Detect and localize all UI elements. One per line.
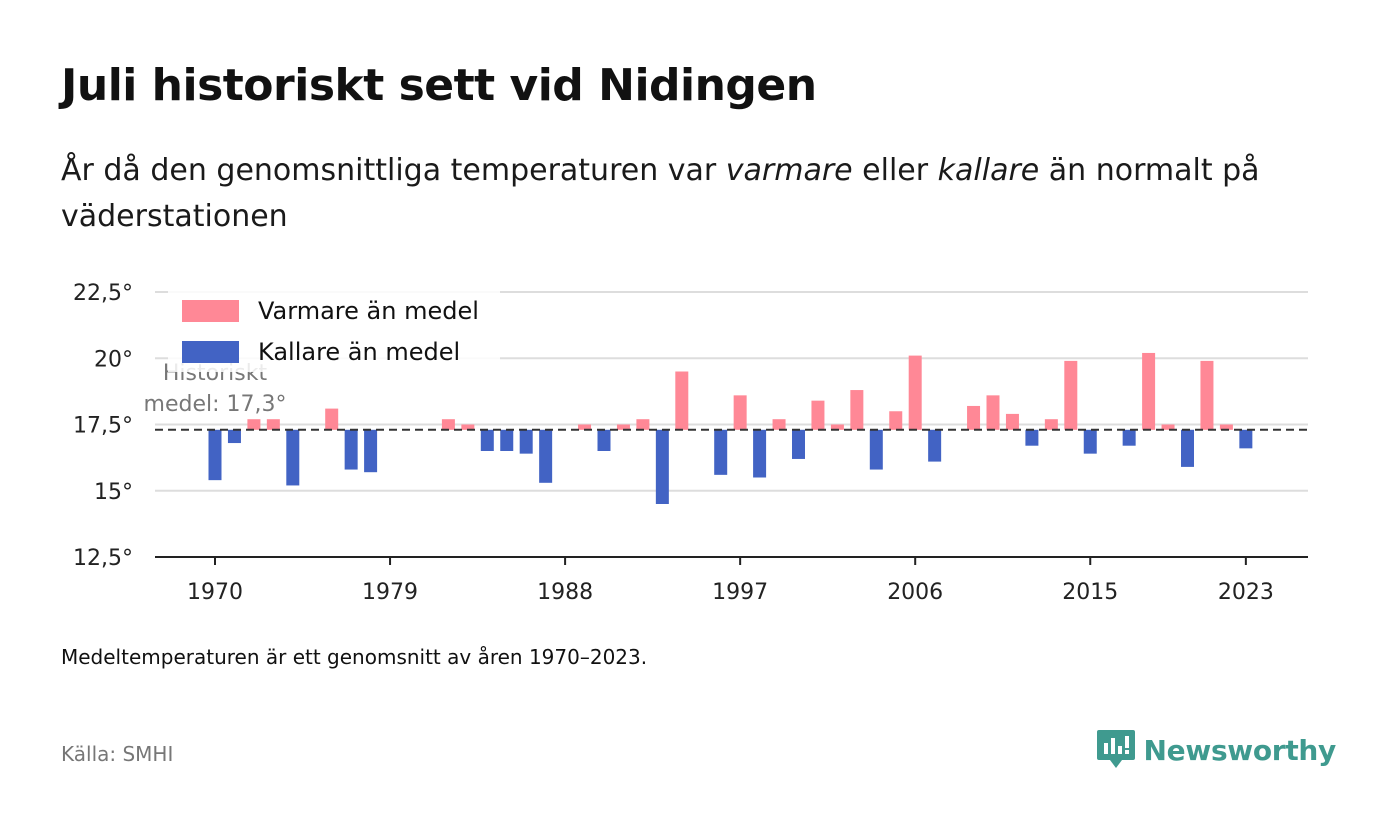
bar-warm-1997 xyxy=(733,395,747,430)
bar-warm-2022 xyxy=(1219,424,1233,430)
bar-warm-1989 xyxy=(578,424,592,430)
bar-warm-2006 xyxy=(908,355,922,430)
bar-warm-2018 xyxy=(1142,352,1156,430)
bar-cold-1998 xyxy=(753,429,767,478)
axes: 12,5° 15° 17,5° 20° 22,5° 1970 1979 1988 1997 200… xyxy=(73,281,1308,605)
bar-cold-2000 xyxy=(792,429,805,459)
legend-label: Kallare än medel xyxy=(258,338,460,366)
bar-cold-1984 xyxy=(480,429,494,451)
bar-warm-2019 xyxy=(1161,424,1175,430)
bar-warm-1991 xyxy=(616,424,630,430)
bar-cold-2017 xyxy=(1122,429,1136,446)
bar-cold-2004 xyxy=(869,429,883,470)
bar-warm-1982 xyxy=(441,419,455,430)
bar-cold-2023 xyxy=(1239,429,1253,449)
baseline-label: medel: 17,3° xyxy=(144,392,287,417)
legend-swatch xyxy=(182,341,239,363)
bar-warm-2011 xyxy=(1005,413,1019,430)
bar-cold-1970 xyxy=(208,429,222,481)
bar-warm-1992 xyxy=(636,419,650,430)
x-tick-label: 2006 xyxy=(887,580,943,605)
bar-warm-2001 xyxy=(811,400,825,430)
bar-chart: 12,5° 15° 17,5° 20° 22,5° 1970 1979 1988 1997 200… xyxy=(73,281,1308,605)
legend-label: Varmare än medel xyxy=(258,297,479,325)
bar-warm-2002 xyxy=(830,424,844,430)
bar-cold-2015 xyxy=(1083,429,1097,454)
bar-cold-2020 xyxy=(1181,429,1194,467)
footnote: Medeltemperaturen är ett genomsnitt av å… xyxy=(61,645,648,669)
y-tick-label: 12,5° xyxy=(73,546,133,571)
bar-warm-2005 xyxy=(889,411,903,430)
bar-cold-2012 xyxy=(1025,429,1039,446)
bar-cold-1985 xyxy=(500,429,514,451)
subtitle-cold-word: kallare xyxy=(937,153,1040,188)
bar-cold-1978 xyxy=(364,429,378,473)
x-tick-label: 1970 xyxy=(187,580,243,605)
bar-warm-1973 xyxy=(266,419,280,430)
bar-warm-2009 xyxy=(967,405,981,430)
bar-warm-2014 xyxy=(1064,360,1078,430)
y-tick-label: 22,5° xyxy=(73,281,133,306)
subtitle-text: eller xyxy=(852,153,938,188)
x-tick-label: 1979 xyxy=(362,580,418,605)
bar-cold-1977 xyxy=(344,429,358,470)
bar-warm-1999 xyxy=(772,419,786,430)
bar-warm-2003 xyxy=(850,390,864,430)
bar-warm-1994 xyxy=(675,371,689,430)
bar-cold-1990 xyxy=(597,429,611,451)
brand-name: Newsworthy xyxy=(1143,733,1337,767)
subtitle-text: än normalt på väderstationen xyxy=(61,153,1260,234)
y-tick-label: 17,5° xyxy=(73,414,133,439)
y-tick-label: 15° xyxy=(94,480,133,505)
bar-warm-1972 xyxy=(247,419,261,430)
bar-cold-1993 xyxy=(655,429,669,504)
chart-title: Juli historiskt sett vid Nidingen xyxy=(61,60,817,111)
brand-logo: Newsworthy xyxy=(1096,728,1336,772)
bar-cold-1986 xyxy=(519,429,533,454)
newsworthy-logo-icon xyxy=(1096,730,1135,768)
bar-cold-1971 xyxy=(227,429,241,444)
subtitle-text: År då den genomsnittliga temperaturen va… xyxy=(61,153,726,188)
bars xyxy=(208,352,1253,504)
source-text: Källa: SMHI xyxy=(61,742,174,766)
bar-cold-1987 xyxy=(539,429,553,483)
legend: Varmare än medel Kallare än medel xyxy=(168,290,500,372)
bar-cold-1974 xyxy=(286,429,300,486)
legend-swatch xyxy=(182,300,239,322)
bar-warm-1983 xyxy=(461,424,475,430)
x-tick-label: 1997 xyxy=(712,580,768,605)
bar-warm-2021 xyxy=(1200,360,1214,430)
bar-warm-2010 xyxy=(986,395,1000,430)
y-tick-label: 20° xyxy=(94,347,133,372)
x-tick-label: 2015 xyxy=(1062,580,1118,605)
x-tick-label: 1988 xyxy=(537,580,593,605)
subtitle-warm-word: varmare xyxy=(725,153,853,188)
bar-cold-2007 xyxy=(928,429,942,462)
chart-subtitle: År då den genomsnittliga temperaturen va… xyxy=(61,148,1301,240)
bar-cold-1996 xyxy=(714,429,728,475)
bar-warm-1976 xyxy=(325,408,339,430)
bar-warm-2013 xyxy=(1044,419,1058,430)
x-tick-label: 2023 xyxy=(1218,580,1274,605)
